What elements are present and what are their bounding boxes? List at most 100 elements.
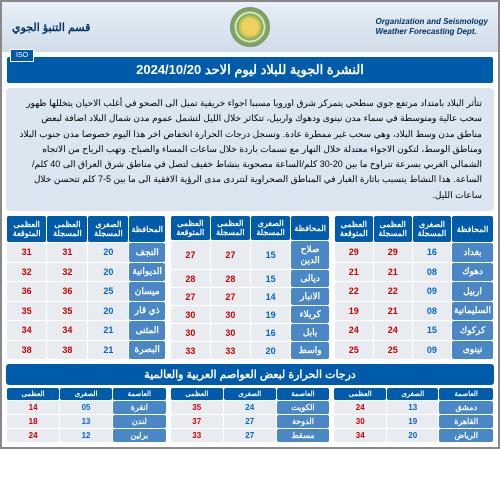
province-cell: اربيل	[452, 282, 493, 301]
low-cell: 12	[60, 429, 112, 442]
world-table-2: العاصمةالصغرىالعظمى الكويت2435الدوحة2737…	[170, 387, 331, 443]
high-cell: 33	[171, 429, 223, 442]
high-cell: 35	[47, 302, 87, 321]
low-cell: 13	[60, 415, 112, 428]
province-cell: بغداد	[452, 243, 493, 262]
city-cell: برلين	[113, 429, 166, 442]
low-cell: 08	[413, 302, 451, 321]
province-cell: واسط	[291, 342, 329, 359]
table-row: القاهرة1930	[334, 415, 493, 428]
province-cell: صلاح الدين	[291, 241, 329, 269]
low-cell: 13	[387, 401, 438, 414]
province-cell: ديالى	[291, 270, 329, 287]
table-row: نينوى092525	[335, 341, 493, 360]
city-cell: انقرة	[113, 401, 166, 414]
low-cell: 14	[251, 288, 290, 305]
low-cell: 21	[88, 321, 128, 340]
low-cell: 21	[88, 341, 128, 360]
low-cell: 09	[413, 282, 451, 301]
org-en-line1: Organization and Seismology	[376, 17, 488, 27]
high-cell: 24	[374, 321, 412, 340]
table-row: ديالى152828	[171, 270, 329, 287]
low-cell: 15	[251, 241, 290, 269]
table-row: الديوانية203232	[7, 263, 165, 282]
world-title: درجات الحرارة لبعض العواصم العربية والعا…	[6, 364, 494, 385]
high-cell: 32	[47, 263, 87, 282]
city-cell: دمشق	[439, 401, 493, 414]
col-exp: العظمى المتوقعة	[335, 216, 373, 242]
high-cell: 22	[374, 282, 412, 301]
province-cell: ميسان	[129, 282, 165, 301]
high-cell: 30	[334, 415, 386, 428]
low-cell: 05	[60, 401, 112, 414]
low-cell: 20	[387, 429, 438, 442]
high-cell: 37	[171, 415, 223, 428]
province-cell: كربلاء	[291, 306, 329, 323]
report-container: Organization and Seismology Weather Fore…	[0, 0, 500, 449]
high-cell: 35	[171, 401, 223, 414]
exp-cell: 25	[335, 341, 373, 360]
province-cell: السليمانية	[452, 302, 493, 321]
exp-cell: 27	[171, 288, 210, 305]
high-cell: 34	[47, 321, 87, 340]
table-row: البصرة213838	[7, 341, 165, 360]
province-cell: كركوك	[452, 321, 493, 340]
exp-cell: 38	[7, 341, 46, 360]
exp-cell: 36	[7, 282, 46, 301]
world-table-1: العاصمةالصغرىالعظمى دمشق1324القاهرة1930ا…	[333, 387, 494, 443]
exp-cell: 30	[171, 324, 210, 341]
low-cell: 20	[88, 243, 128, 262]
low-cell: 25	[88, 282, 128, 301]
exp-cell: 24	[335, 321, 373, 340]
high-cell: 34	[334, 429, 386, 442]
table-row: الانبار142727	[171, 288, 329, 305]
table-row: كركوك152424	[335, 321, 493, 340]
table-row: كربلاء193030	[171, 306, 329, 323]
province-cell: النجف	[129, 243, 165, 262]
high-cell: 27	[211, 241, 250, 269]
exp-cell: 28	[171, 270, 210, 287]
table-row: لندن1318	[7, 415, 166, 428]
province-cell: البصرة	[129, 341, 165, 360]
table-row: دمشق1324	[334, 401, 493, 414]
table-row: دهوك082121	[335, 263, 493, 282]
high-cell: 29	[374, 243, 412, 262]
province-cell: المثنى	[129, 321, 165, 340]
low-cell: 20	[88, 302, 128, 321]
high-cell: 33	[211, 342, 250, 359]
high-cell: 18	[7, 415, 59, 428]
low-cell: 15	[251, 270, 290, 287]
iraq-meteorology-logo-icon	[230, 7, 270, 47]
city-cell: الرياض	[439, 429, 493, 442]
table-row: الرياض2034	[334, 429, 493, 442]
low-cell: 15	[413, 321, 451, 340]
exp-cell: 30	[171, 306, 210, 323]
exp-cell: 34	[7, 321, 46, 340]
table-row: بابل163030	[171, 324, 329, 341]
city-cell: لندن	[113, 415, 166, 428]
col-prov: المحافظة	[452, 216, 493, 242]
table-row: برلين1224	[7, 429, 166, 442]
table-row: ذي قار203535	[7, 302, 165, 321]
low-cell: 24	[224, 401, 276, 414]
province-cell: الديوانية	[129, 263, 165, 282]
city-cell: الدوحة	[277, 415, 330, 428]
org-arabic: قسم التنبؤ الجوي	[12, 21, 90, 34]
iraq-temp-tables: المحافظة الصغرى المسجلة العظمى المسجلة ا…	[6, 215, 494, 360]
table-row: انقرة0514	[7, 401, 166, 414]
table-row: المثنى213434	[7, 321, 165, 340]
exp-cell: 22	[335, 282, 373, 301]
high-cell: 24	[334, 401, 386, 414]
low-cell: 09	[413, 341, 451, 360]
low-cell: 27	[224, 429, 276, 442]
low-cell: 19	[251, 306, 290, 323]
weather-narrative: تتأثر البلاد بامتداد مرتفع جوي سطحي يتمر…	[6, 88, 494, 211]
high-cell: 24	[7, 429, 59, 442]
low-cell: 16	[413, 243, 451, 262]
high-cell: 30	[211, 306, 250, 323]
iraq-table-left: المحافظة الصغرى المسجلة العظمى المسجلة ا…	[6, 215, 166, 360]
world-temp-tables: العاصمةالصغرىالعظمى دمشق1324القاهرة1930ا…	[6, 387, 494, 443]
bulletin-title: النشرة الجوية للبلاد ليوم الاحد 2024/10/…	[6, 56, 494, 84]
exp-cell: 29	[335, 243, 373, 262]
exp-cell: 35	[7, 302, 46, 321]
